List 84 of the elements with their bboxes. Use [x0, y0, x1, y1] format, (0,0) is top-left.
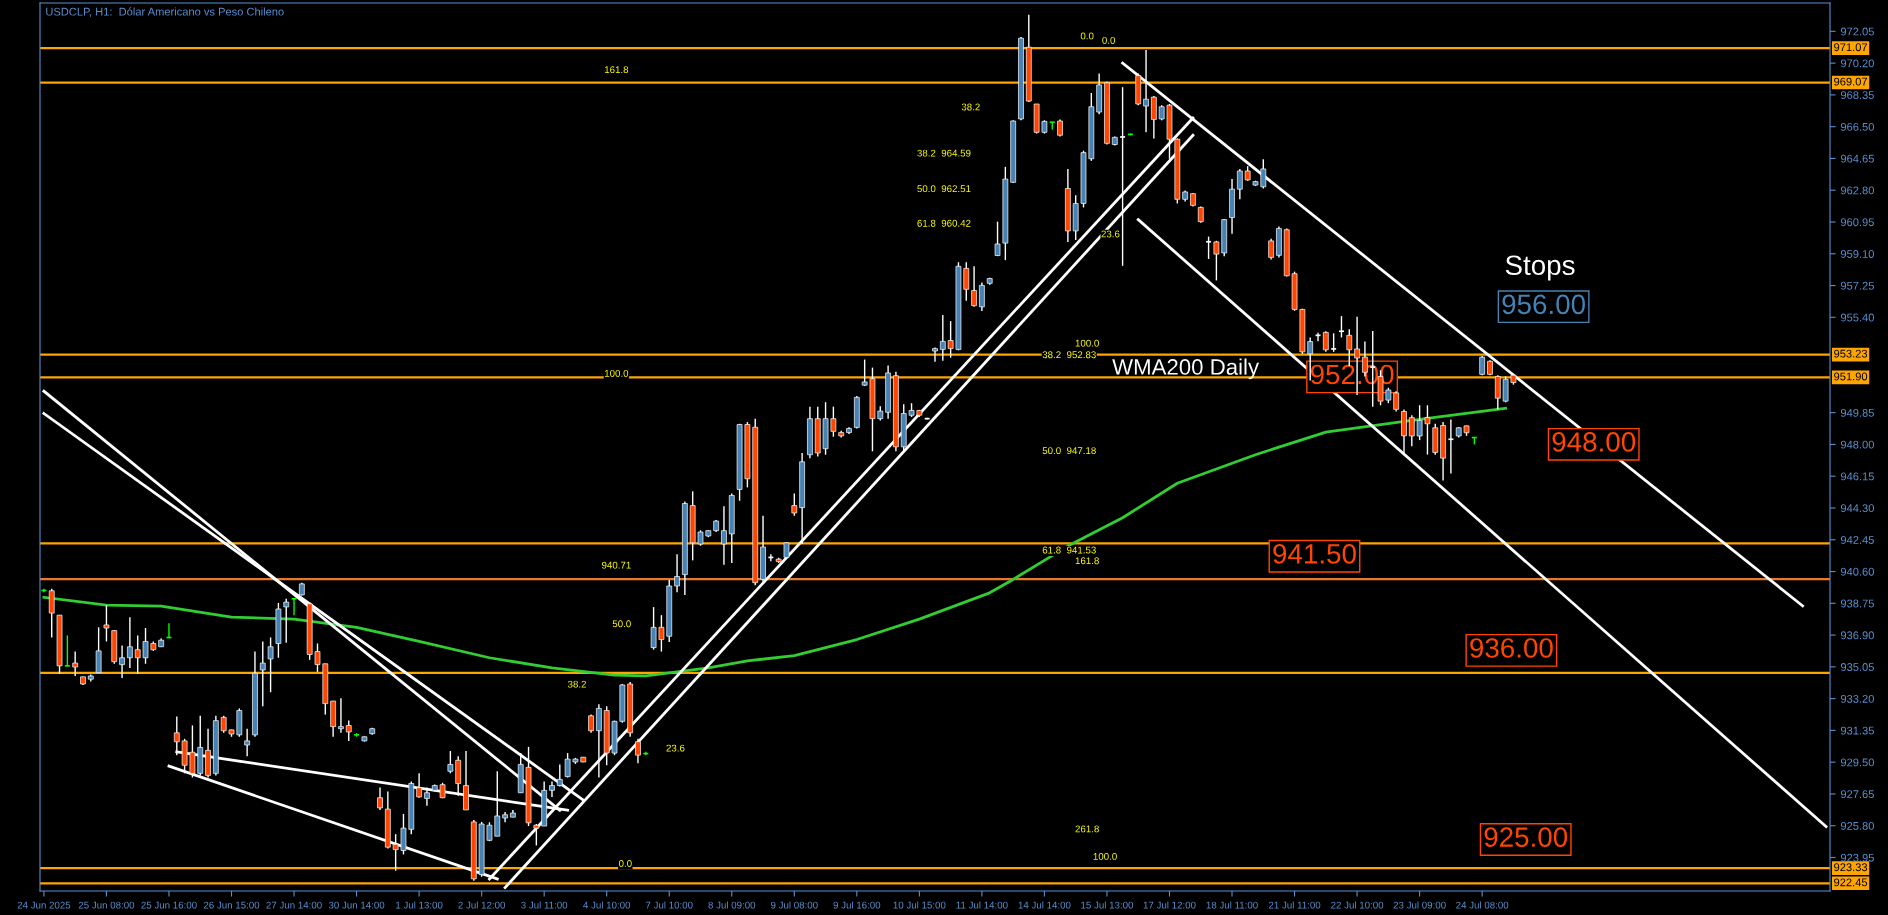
annotation: 38.2: [567, 680, 586, 688]
x-tick-label: 8 Jul 09:00: [708, 901, 756, 909]
x-tick-label: 1 Jul 13:00: [396, 901, 443, 909]
y-tick-label: 929.50: [1840, 758, 1874, 767]
annotation: 61.8 941.53: [1042, 546, 1096, 554]
x-tick-label: 21 Jul 11:00: [1268, 901, 1321, 909]
annotation: 38.2: [961, 103, 980, 111]
annotation: 100.0: [604, 369, 629, 377]
x-tick-label: 11 Jul 14:00: [956, 901, 1008, 909]
chart-title: USDCLP, H1: Dólar Americano vs Peso Chileno: [46, 7, 284, 17]
x-tick-label: 24 Jun 2025: [17, 901, 71, 909]
x-tick-label: 9 Jul 16:00: [833, 901, 881, 909]
ref-line-label: 951.90: [1834, 372, 1868, 381]
x-tick-label: 18 Jul 11:00: [1206, 901, 1258, 909]
annotation: 0.0: [1102, 36, 1116, 44]
y-tick-label: 935.05: [1840, 663, 1874, 671]
y-tick-label: 968.35: [1840, 91, 1874, 100]
x-tick-label: 14 Jul 14:00: [1018, 901, 1071, 909]
annotation: 956.00: [1502, 294, 1585, 315]
annotation: 38.2 964.59: [917, 149, 971, 157]
x-tick-label: 24 Jul 08:00: [1456, 901, 1509, 909]
y-tick-label: 972.05: [1840, 27, 1874, 36]
y-tick-label: 936.90: [1840, 631, 1874, 640]
y-tick-label: 955.40: [1840, 313, 1874, 322]
annotation: 936.00: [1470, 638, 1553, 658]
y-tick-label: 942.45: [1840, 536, 1874, 544]
annotation: 941.50: [1273, 544, 1356, 564]
x-tick-label: 22 Jul 10:00: [1331, 901, 1384, 909]
annotation: 61.8 960.42: [917, 219, 971, 227]
x-tick-label: 25 Jun 16:00: [141, 901, 197, 909]
x-tick-label: 9 Jul 08:00: [770, 901, 818, 909]
x-tick-label: 23 Jul 09:00: [1393, 901, 1446, 909]
annotation: 23.6: [666, 744, 685, 752]
x-tick-label: 15 Jul 13:00: [1081, 901, 1134, 909]
ref-line-label: 969.07: [1834, 77, 1868, 86]
y-tick-label: 949.85: [1840, 408, 1874, 417]
ref-line-label: 923.33: [1834, 863, 1868, 872]
y-tick-label: 960.95: [1840, 218, 1874, 227]
y-tick-label: 948.00: [1840, 440, 1874, 449]
ref-line-label: 971.07: [1834, 43, 1868, 52]
ref-line-label: 922.45: [1834, 878, 1868, 887]
y-tick-label: 957.25: [1840, 281, 1874, 290]
y-tick-label: 927.65: [1840, 790, 1874, 799]
annotation: 50.0: [612, 620, 631, 628]
y-tick-label: 964.65: [1840, 154, 1874, 163]
y-tick-label: 938.75: [1840, 599, 1874, 608]
y-tick-label: 970.20: [1840, 59, 1874, 68]
annotation: 925.00: [1484, 827, 1568, 847]
annotation: 261.8: [1075, 825, 1099, 833]
x-tick-label: 10 Jul 15:00: [893, 901, 946, 909]
annotation: WMA200 Daily: [1112, 358, 1260, 380]
annotation: 0.0: [618, 860, 632, 867]
y-tick-label: 944.30: [1840, 504, 1874, 513]
annotation: 100.0: [1075, 339, 1099, 347]
y-tick-label: 959.10: [1840, 250, 1874, 258]
x-tick-label: 2 Jul 12:00: [458, 901, 506, 909]
y-tick-label: 923.95: [1840, 853, 1874, 862]
y-tick-label: 946.15: [1840, 472, 1874, 481]
x-tick-label: 30 Jun 14:00: [328, 901, 385, 909]
annotation: 940.71: [601, 561, 631, 569]
annotation: 100.0: [1093, 852, 1117, 860]
x-tick-label: 25 Jun 08:00: [78, 901, 135, 909]
y-tick-label: 933.20: [1840, 694, 1874, 703]
x-tick-label: 3 Jul 11:00: [521, 901, 568, 909]
annotation: 50.0 962.51: [917, 185, 971, 193]
y-tick-label: 940.60: [1840, 567, 1874, 576]
x-tick-label: 4 Jul 10:00: [583, 901, 631, 909]
x-tick-label: 17 Jul 12:00: [1143, 901, 1196, 909]
x-tick-label: 27 Jun 14:00: [266, 901, 322, 909]
y-tick-label: 925.80: [1840, 822, 1874, 830]
y-tick-label: 966.50: [1840, 122, 1874, 131]
annotation: 161.8: [604, 66, 629, 74]
ref-line-label: 953.23: [1834, 349, 1868, 358]
annotation: 161.8: [1075, 557, 1099, 565]
annotation: 948.00: [1552, 432, 1636, 452]
annotation: 23.6: [1101, 230, 1120, 238]
x-tick-label: 26 Jun 15:00: [203, 901, 260, 909]
annotation: 50.0 947.18: [1042, 447, 1096, 455]
x-tick-label: 7 Jul 10:00: [645, 901, 693, 909]
y-tick-label: 931.35: [1840, 726, 1874, 735]
annotation: 38.2 952.83: [1042, 351, 1096, 359]
y-tick-label: 962.80: [1840, 186, 1874, 195]
annotation: 0.0: [1080, 32, 1094, 40]
annotation: Stops: [1505, 255, 1575, 281]
